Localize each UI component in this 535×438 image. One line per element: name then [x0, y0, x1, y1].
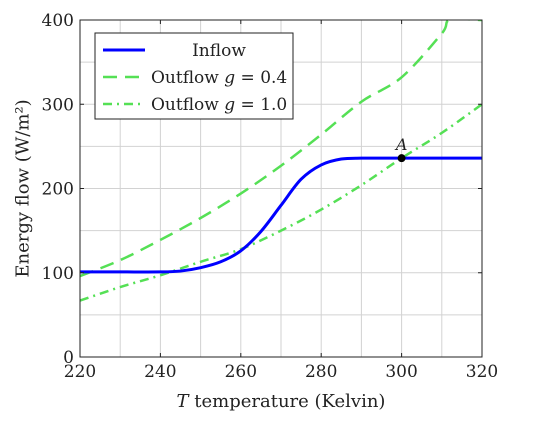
x-tick-label: 260	[225, 362, 257, 382]
series-line-1	[80, 20, 482, 278]
tick-marks	[79, 19, 483, 358]
y-axis-title: Energy flow (W/m²)	[12, 99, 33, 277]
legend-label-1: Outflow g = 0.4	[151, 68, 287, 88]
y-tick-label: 100	[42, 264, 74, 284]
legend-label-0: Inflow	[192, 41, 246, 61]
annotation-point	[397, 154, 406, 163]
x-tick-label: 320	[466, 362, 498, 382]
x-axis-title: T temperature (Kelvin)	[177, 391, 386, 412]
series-line-0	[80, 156, 482, 274]
y-tick-label: 200	[42, 180, 74, 200]
legend-label-2: Outflow g = 1.0	[151, 95, 287, 115]
x-axis-title-variable: T	[177, 391, 191, 412]
annotations: A	[394, 135, 408, 163]
annotation-label: A	[394, 135, 408, 154]
x-axis-title-text: temperature (Kelvin)	[189, 391, 386, 412]
y-tick-label: 0	[63, 348, 74, 368]
x-tick-label: 300	[385, 362, 417, 382]
y-tick-label: 400	[42, 11, 74, 31]
tick-labels: 220 240 260 280 300 320 0 100 200 300 400	[42, 11, 499, 382]
series-line-2	[80, 103, 482, 302]
y-tick-label: 300	[42, 95, 74, 115]
series-group	[80, 20, 482, 302]
x-tick-label: 220	[64, 362, 96, 382]
x-tick-label: 240	[144, 362, 176, 382]
x-tick-label: 280	[305, 362, 337, 382]
legend: Inflow Outflow g = 0.4 Outflow g = 1.0	[94, 32, 294, 120]
